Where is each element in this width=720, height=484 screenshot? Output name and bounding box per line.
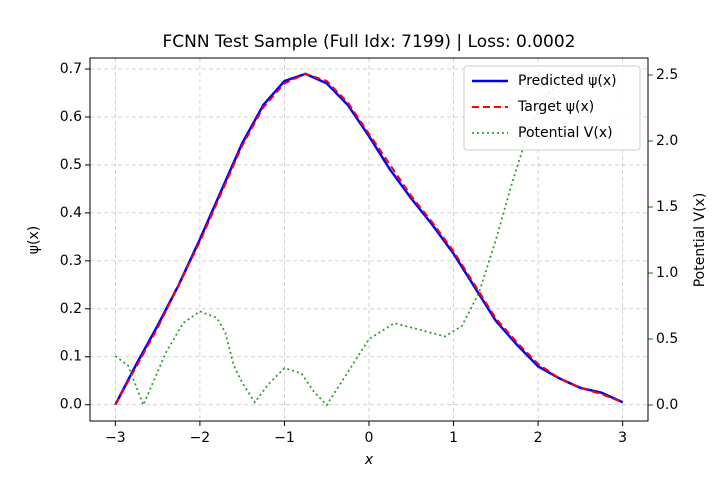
plot-frame: [89, 57, 649, 422]
x-tick-label: −1: [274, 430, 295, 446]
y2-tick-label: 2.0: [656, 133, 678, 149]
x-tick-label: −2: [190, 430, 211, 446]
series-line: [114, 72, 623, 406]
x-tick-label: 3: [618, 430, 627, 446]
y-tick-label: 0.7: [60, 61, 82, 77]
legend-label: Predicted ψ(x): [518, 73, 617, 89]
y2-tick-label: 1.0: [656, 265, 678, 281]
y2-tick-label: 0.0: [656, 397, 678, 413]
y-tick-label: 0.2: [60, 301, 82, 317]
y-tick-label: 0.6: [60, 109, 82, 125]
y2-tick-label: 1.5: [656, 199, 678, 215]
legend-label: Target ψ(x): [517, 99, 594, 115]
y-axis-label: ψ(x): [26, 226, 42, 254]
y2-axis-label: Potential V(x): [692, 193, 708, 288]
legend-box: [463, 65, 641, 151]
legend: Predicted ψ(x) Target ψ(x) Potential V(x): [463, 65, 641, 151]
y-tick-label: 0.5: [60, 157, 82, 173]
y-tick-label: 0.3: [60, 253, 82, 269]
y2-tick-label: 2.5: [656, 67, 678, 83]
x-tick-label: 0: [365, 430, 374, 446]
series-line: [114, 74, 615, 408]
y-tick-label: 0.1: [60, 349, 82, 365]
x-axis-label: x: [364, 452, 374, 468]
legend-label: Potential V(x): [518, 125, 613, 141]
chart-title: FCNN Test Sample (Full Idx: 7199) | Loss…: [163, 32, 576, 52]
x-tick-label: 1: [449, 430, 458, 446]
y-tick-label: 0.0: [60, 397, 82, 413]
y-tick-label: 0.4: [60, 205, 82, 221]
x-tick-label: −3: [105, 430, 126, 446]
y2-tick-label: 0.5: [656, 331, 678, 347]
series-line: [114, 72, 624, 406]
x-tick-label: 2: [534, 430, 543, 446]
